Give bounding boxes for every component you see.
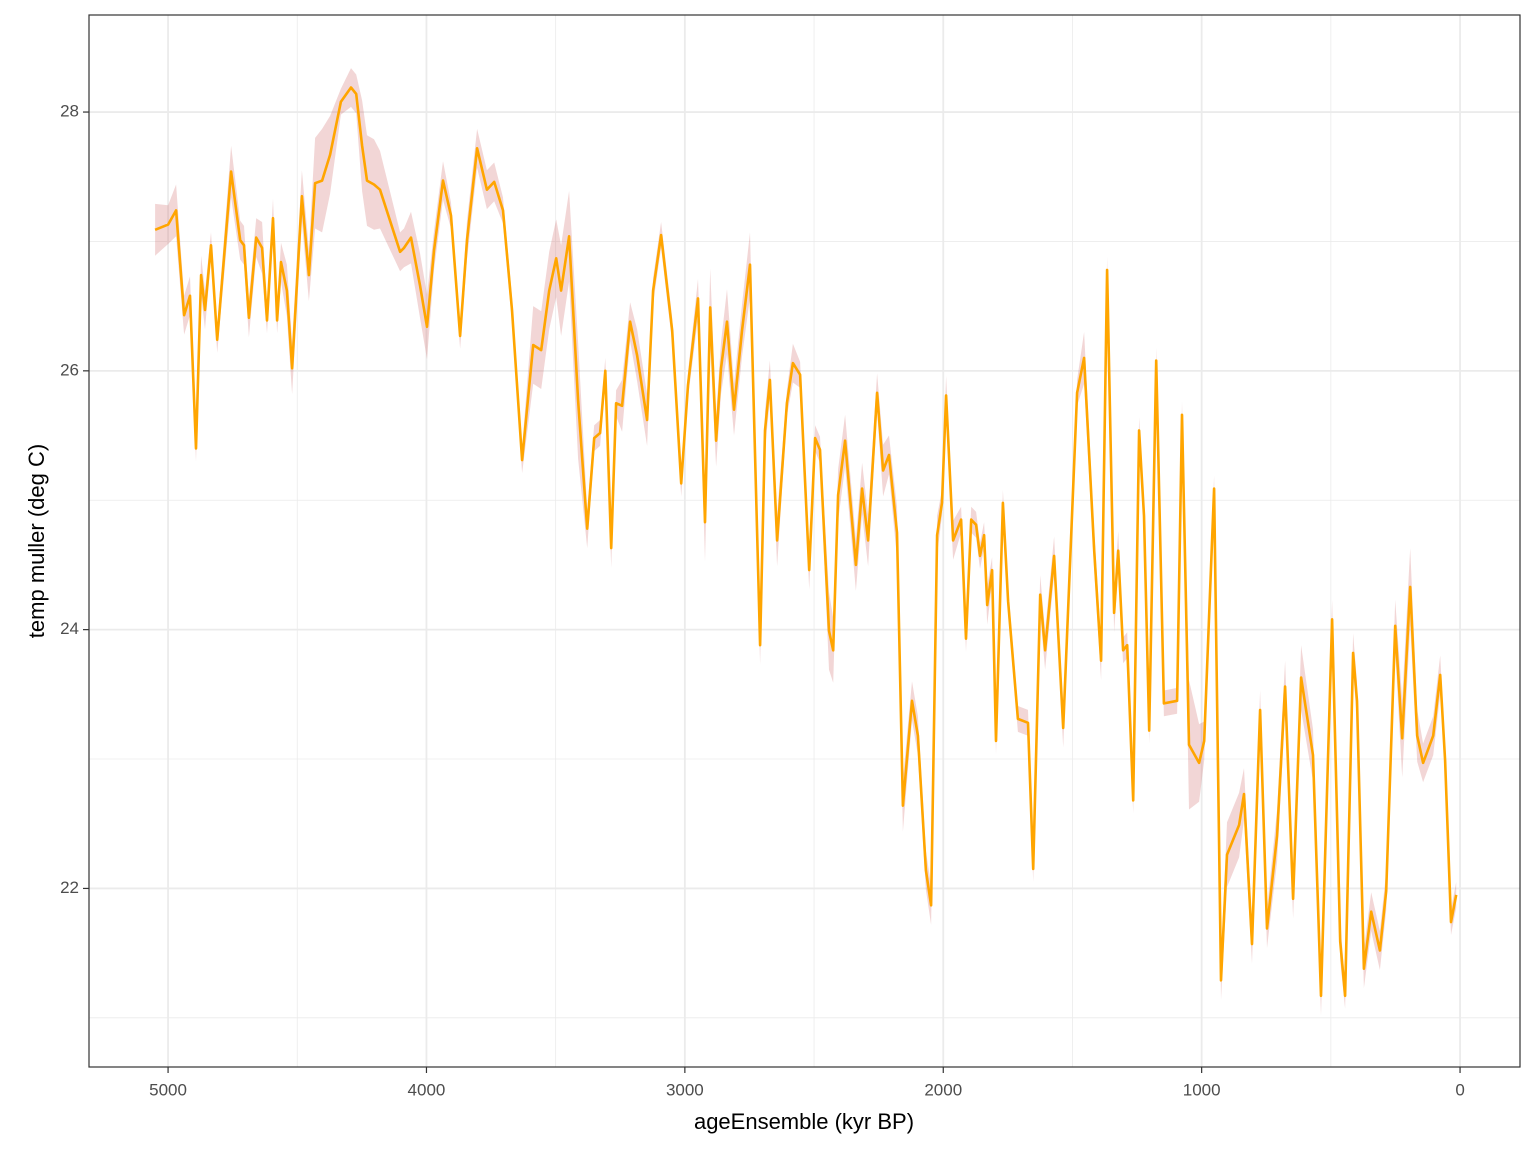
x-tick-label: 0 (1455, 1080, 1464, 1099)
line (154, 86, 1458, 998)
panel-border (88, 14, 1521, 1068)
x-tick-label: 5000 (149, 1080, 187, 1099)
x-tick-label: 1000 (1183, 1080, 1221, 1099)
y-axis-title: temp muller (deg C) (24, 444, 49, 638)
y-tick-label: 28 (60, 102, 79, 121)
x-tick-label: 3000 (666, 1080, 704, 1099)
x-tick-label: 2000 (924, 1080, 962, 1099)
y-tick-label: 22 (60, 878, 79, 897)
panel-background (89, 15, 1520, 1067)
y-tick-label: 24 (60, 619, 79, 638)
x-tick-label: 4000 (408, 1080, 446, 1099)
x-axis-title: ageEnsemble (kyr BP) (694, 1109, 914, 1134)
y-tick-label: 26 (60, 360, 79, 379)
